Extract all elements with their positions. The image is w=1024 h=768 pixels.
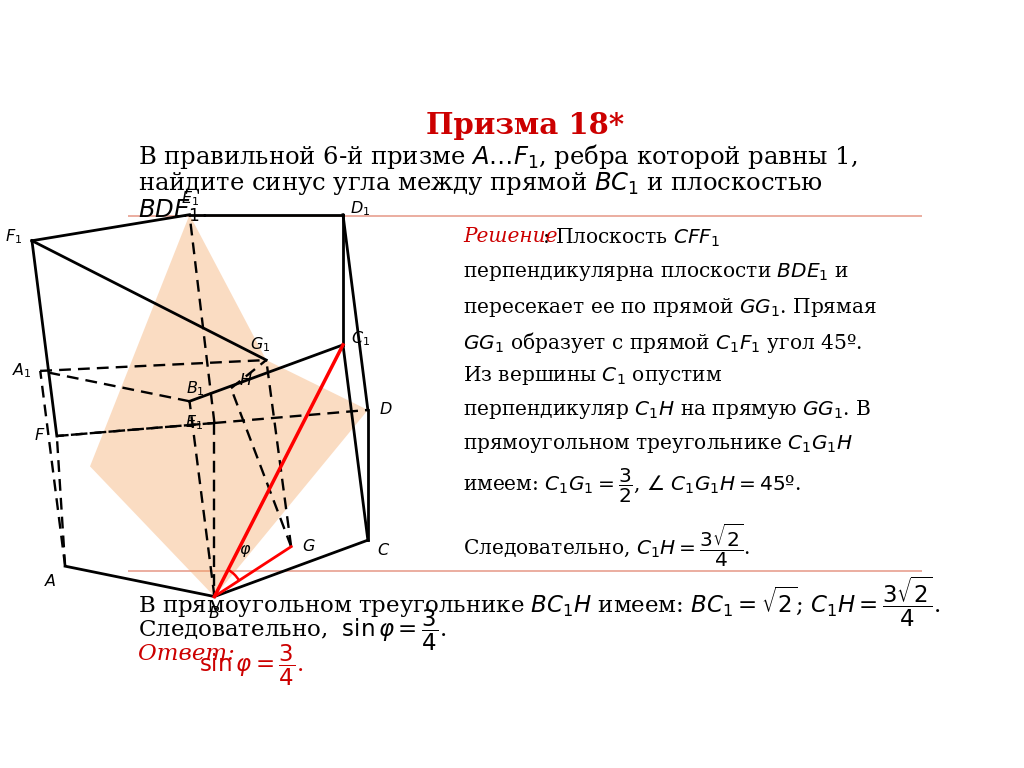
Text: $F$: $F$ <box>34 428 45 445</box>
Text: В прямоугольном треугольнике $BC_1H$ имеем: $BC_1 = \sqrt{2}$; $C_1H = \dfrac{3\: В прямоугольном треугольнике $BC_1H$ име… <box>137 574 940 629</box>
Text: найдите синус угла между прямой $\mathit{BC_1}$ и плоскостью: найдите синус угла между прямой $\mathit… <box>137 170 822 197</box>
Text: $A_1$: $A_1$ <box>11 362 32 380</box>
Text: Из вершины $C_1$ опустим: Из вершины $C_1$ опустим <box>463 364 722 387</box>
Text: $\varphi$: $\varphi$ <box>240 542 252 559</box>
Text: $G_1$: $G_1$ <box>250 336 270 354</box>
Text: пересекает ее по прямой $GG_1$. Прямая: пересекает ее по прямой $GG_1$. Прямая <box>463 296 877 319</box>
Text: Следовательно, $C_1H = \dfrac{3\sqrt{2}}{4}$.: Следовательно, $C_1H = \dfrac{3\sqrt{2}}… <box>463 522 751 569</box>
Text: $C_1$: $C_1$ <box>351 329 370 348</box>
Text: $A$: $A$ <box>44 573 57 590</box>
Text: Следовательно,  $\sin\varphi = \dfrac{3}{4}$.: Следовательно, $\sin\varphi = \dfrac{3}{… <box>137 607 445 653</box>
Polygon shape <box>90 215 368 597</box>
Text: прямоугольном треугольнике $C_1G_1H$: прямоугольном треугольнике $C_1G_1H$ <box>463 433 853 455</box>
Text: $B$: $B$ <box>209 605 220 622</box>
Text: $H$: $H$ <box>239 372 252 389</box>
Text: $F_1$: $F_1$ <box>5 227 22 246</box>
Text: $E_1$: $E_1$ <box>180 189 199 207</box>
Text: $B_1$: $B_1$ <box>186 380 205 399</box>
Text: перпендикулярна плоскости $BDE_1$ и: перпендикулярна плоскости $BDE_1$ и <box>463 261 849 283</box>
Text: $D$: $D$ <box>379 402 392 419</box>
Text: имеем: $C_1G_1 = \dfrac{3}{2}$, $\angle\ C_1G_1H = 45$º.: имеем: $C_1G_1 = \dfrac{3}{2}$, $\angle\… <box>463 467 801 505</box>
Text: $C$: $C$ <box>377 542 390 559</box>
Text: $\sin\varphi = \dfrac{3}{4}$.: $\sin\varphi = \dfrac{3}{4}$. <box>200 644 304 688</box>
Text: перпендикуляр $C_1H$ на прямую $GG_1$. В: перпендикуляр $C_1H$ на прямую $GG_1$. В <box>463 399 871 422</box>
Text: $E_1$: $E_1$ <box>185 414 204 432</box>
Text: В правильной 6-й призме $A\ldots F_1$, ребра которой равны 1,: В правильной 6-й призме $A\ldots F_1$, р… <box>137 142 857 171</box>
Text: : Плоскость $CFF_1$: : Плоскость $CFF_1$ <box>543 227 721 250</box>
Text: Решение: Решение <box>463 227 557 246</box>
Text: Призма 18*: Призма 18* <box>426 111 624 140</box>
Text: $D_1$: $D_1$ <box>350 199 371 217</box>
Text: $\mathit{BDE_1}$.: $\mathit{BDE_1}$. <box>137 197 207 223</box>
Text: $GG_1$ образует с прямой $C_1F_1$ угол 45º.: $GG_1$ образует с прямой $C_1F_1$ угол 4… <box>463 330 862 355</box>
Text: Ответ:: Ответ: <box>137 644 242 665</box>
Text: $G$: $G$ <box>302 538 315 555</box>
